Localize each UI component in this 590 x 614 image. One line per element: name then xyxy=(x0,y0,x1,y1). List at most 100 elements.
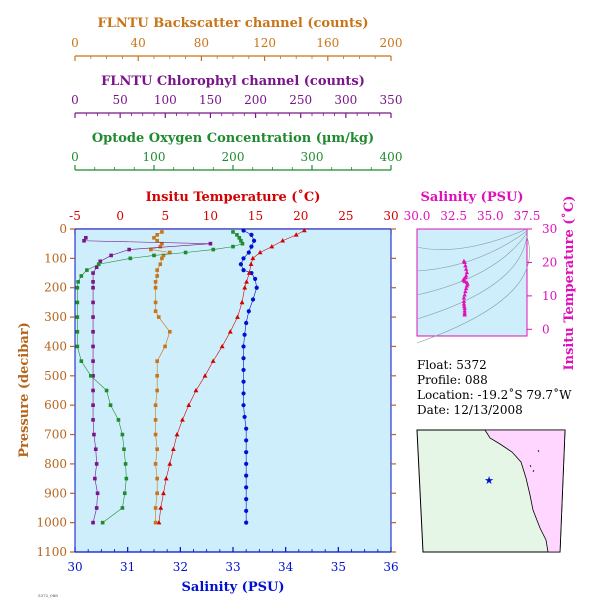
oxygen-point xyxy=(235,233,239,237)
salinity-point xyxy=(249,232,254,237)
temperature-point xyxy=(257,249,263,255)
backscatter-point xyxy=(153,280,158,284)
chlorophyll-point xyxy=(84,236,88,240)
salinity-point xyxy=(244,497,249,502)
backscatter-point xyxy=(161,253,166,258)
oxygen-point xyxy=(100,520,105,525)
chlorophyll-point xyxy=(91,344,95,349)
salinity-point xyxy=(244,520,249,525)
backscatter-point xyxy=(155,268,159,272)
backscatter-point xyxy=(153,300,158,305)
chlorophyll-point xyxy=(98,259,103,264)
ts-salinity-tick-label: 35.0 xyxy=(477,209,504,223)
salinity-point xyxy=(244,450,249,455)
salinity-point xyxy=(241,403,246,408)
salinity-point xyxy=(244,320,249,326)
temperature-point xyxy=(250,255,256,261)
ts-temperature-tick-label: 20 xyxy=(542,255,557,269)
info-profile: Profile: 088 xyxy=(417,373,488,387)
chlorophyll-point xyxy=(91,280,95,284)
salinity-tick-label: 30 xyxy=(67,560,82,574)
oxygen-point xyxy=(120,506,125,510)
temperature-axis-title: Insitu Temperature (˚C) xyxy=(146,189,321,205)
backscatter-axis-ticks: 0 40 80 120 160 200 xyxy=(71,36,402,61)
ts-salinity-title: Salinity (PSU) xyxy=(421,190,524,205)
chlorophyll-point xyxy=(93,447,98,452)
salinity-point xyxy=(238,262,243,267)
temperature-tick-label: 5 xyxy=(161,209,169,223)
oxygen-point xyxy=(75,344,80,349)
backscatter-point xyxy=(153,403,158,407)
salinity-point xyxy=(246,250,251,255)
ts-temperature-tick-label: 30 xyxy=(542,222,557,236)
oxygen-tick-label: 100 xyxy=(143,150,166,164)
temperature-point xyxy=(210,358,216,363)
backscatter-point xyxy=(155,238,159,243)
backscatter-tick-label: 160 xyxy=(316,36,339,50)
chlorophyll-point xyxy=(208,241,213,246)
oxygen-point xyxy=(76,280,80,284)
salinity-point xyxy=(244,485,249,490)
ts-point xyxy=(462,305,467,310)
temperature-tick-label: 30 xyxy=(383,209,398,223)
ts-temperature-tick-label: 10 xyxy=(542,289,557,303)
info-float: Float: 5372 xyxy=(417,358,487,372)
ts-salinity-tick-label: 37.5 xyxy=(514,209,541,223)
chlorophyll-point xyxy=(82,238,86,243)
oxygen-point xyxy=(89,374,93,378)
oxygen-point xyxy=(124,476,129,481)
ts-point xyxy=(464,270,470,275)
temperature-tick-label: 25 xyxy=(338,209,353,223)
chlorophyll-line xyxy=(83,237,211,523)
backscatter-point xyxy=(160,230,164,234)
ts-point xyxy=(463,286,469,291)
oxygen-point xyxy=(96,262,101,267)
oxygen-point xyxy=(116,418,121,422)
backscatter-point xyxy=(155,388,159,393)
oxygen-point xyxy=(123,462,128,466)
chlorophyll-point xyxy=(109,253,113,258)
temperature-point xyxy=(269,244,275,249)
backscatter-axis-title: FLNTU Backscatter channel (counts) xyxy=(98,16,369,31)
oxygen-point xyxy=(75,285,80,290)
temperature-tick-label: 15 xyxy=(248,209,263,223)
backscatter-point xyxy=(153,506,158,510)
backscatter-point xyxy=(153,285,158,290)
chlorophyll-point xyxy=(91,520,95,525)
salinity-point xyxy=(244,461,249,467)
ts-point xyxy=(462,312,467,317)
oxygen-point xyxy=(104,388,109,393)
backscatter-point xyxy=(153,432,158,437)
oxygen-point xyxy=(231,244,235,249)
backscatter-point xyxy=(156,315,161,319)
ts-point xyxy=(461,301,467,306)
ts-salinity-tick-label: 32.5 xyxy=(440,209,467,223)
pressure-tick-label: 700 xyxy=(44,428,67,442)
salinity-point xyxy=(242,414,247,420)
ts-series xyxy=(461,258,470,317)
oxygen-axis-title: Optode Oxygen Concentration (µm/kg) xyxy=(92,131,374,146)
temperature-point xyxy=(219,343,225,349)
salinity-point xyxy=(246,309,251,314)
pressure-tick-label: 200 xyxy=(44,281,67,295)
location-map: ★ xyxy=(416,429,566,553)
pressure-tick-label: 900 xyxy=(44,486,67,500)
pressure-tick-label: 300 xyxy=(44,310,67,324)
salinity-point xyxy=(241,391,246,396)
ts-point xyxy=(463,289,468,294)
oxygen-point xyxy=(239,238,243,243)
oxygen-axis-ticks: 0 100 200 300 400 xyxy=(71,150,402,171)
oxygen-point xyxy=(85,268,89,272)
temperature-point xyxy=(293,232,299,237)
temperature-point xyxy=(301,227,307,233)
oxygen-tick-label: 0 xyxy=(71,150,79,164)
pressure-tick-label: 500 xyxy=(44,369,67,383)
temperature-point xyxy=(193,387,199,393)
oxygen-point xyxy=(75,300,80,305)
salinity-point xyxy=(241,367,246,373)
chlorophyll-point xyxy=(92,432,96,437)
chlorophyll-point xyxy=(93,476,97,481)
pressure-tick-label: 400 xyxy=(44,339,67,353)
backscatter-point xyxy=(149,247,153,252)
